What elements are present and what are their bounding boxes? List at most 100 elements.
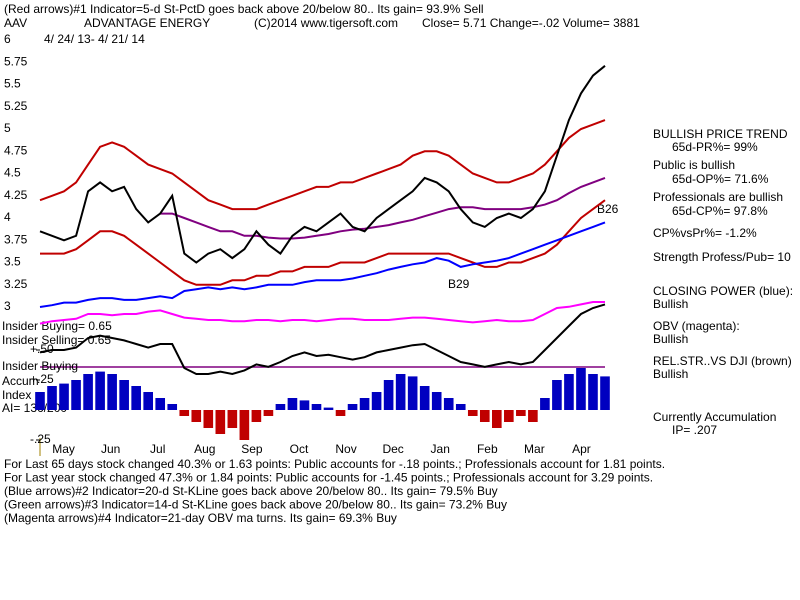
status-text: Bullish	[653, 367, 688, 381]
series-line	[39, 301, 605, 325]
accum-bar	[59, 383, 69, 410]
accum-bar	[431, 392, 442, 410]
accum-bar	[371, 392, 382, 410]
x-tick-label: Jun	[101, 442, 120, 456]
accum-bar	[179, 410, 190, 416]
annotation: B29	[448, 277, 470, 291]
footer-line: (Blue arrows)#2 Indicator=20-d St-KLine …	[4, 484, 498, 498]
accum-bar	[347, 404, 358, 410]
footer-line: For Last 65 days stock changed 40.3% or …	[4, 457, 665, 471]
accum-bar	[239, 410, 250, 440]
status-text: 65d-OP%= 71.6%	[672, 172, 769, 186]
indicator-label: AI= 136/200	[2, 401, 67, 415]
series-line	[40, 199, 606, 286]
y2-tick-label: +.25	[30, 372, 54, 386]
y-tick-label: 4.5	[4, 166, 21, 180]
x-tick-label: Feb	[477, 442, 498, 456]
y-tick-label: 3.5	[4, 255, 21, 269]
accum-bar	[203, 410, 214, 428]
status-text: REL.STR..VS DJI (brown)	[653, 354, 792, 368]
status-text: IP= .207	[672, 423, 717, 437]
x-tick-label: Apr	[572, 442, 591, 456]
status-text: Strength Profess/Pub= 10	[653, 250, 791, 264]
accum-bar	[576, 368, 586, 410]
annotation: B26	[597, 202, 619, 216]
accum-bar	[227, 410, 238, 428]
accum-bar	[275, 404, 286, 410]
x-tick-label: Jul	[150, 442, 165, 456]
x-tick-label: Aug	[194, 442, 215, 456]
accum-bar	[311, 404, 322, 410]
accum-bar	[287, 398, 298, 410]
x-tick-label: Mar	[524, 442, 545, 456]
accum-bar	[143, 392, 153, 410]
accum-bar	[504, 410, 514, 422]
accum-bar	[263, 410, 274, 416]
accum-bar	[407, 376, 418, 410]
series-line	[160, 176, 606, 240]
chart-title: ADVANTAGE ENERGY	[84, 16, 210, 30]
ticker: AAV	[4, 16, 27, 30]
accum-bar	[251, 410, 262, 422]
accum-bar	[479, 410, 490, 422]
footer-line: For Last year stock changed 47.3% or 1.8…	[4, 471, 653, 485]
accum-bar	[419, 386, 430, 410]
accum-bar	[588, 374, 598, 410]
indicator-label: Index	[2, 388, 31, 402]
accum-bar	[467, 410, 478, 416]
status-text: Professionals are bullish	[653, 190, 783, 204]
series-line	[39, 303, 606, 376]
date-range: 4/ 24/ 13- 4/ 21/ 14	[44, 32, 145, 46]
x-tick-label: Oct	[290, 442, 309, 456]
status-text: Bullish	[653, 332, 688, 346]
accum-bar	[540, 398, 550, 410]
footer-line: (Green arrows)#3 Indicator=14-d St-KLine…	[4, 498, 507, 512]
status-text: Currently Accumulation	[653, 410, 776, 424]
accum-bar	[383, 380, 394, 410]
indicator-label: Insider Buying= 0.65	[2, 319, 112, 333]
x-tick-label: Dec	[382, 442, 403, 456]
status-text: 65d-PR%= 99%	[672, 140, 758, 154]
series-line	[39, 119, 606, 211]
indicator-label: Insider Selling= 0.65	[2, 333, 111, 347]
accum-bar	[83, 374, 93, 410]
series-line	[39, 221, 606, 308]
y-tick-label: 5.5	[4, 77, 21, 91]
accum-bar	[131, 386, 141, 410]
status-text: Bullish	[653, 297, 688, 311]
y-tick-label: 3.75	[4, 232, 28, 246]
indicator-label: Accum	[2, 374, 39, 388]
accum-bar	[95, 371, 105, 410]
accum-bar	[47, 386, 57, 410]
x-tick-label: Sep	[241, 442, 263, 456]
y-tick-label: 5.25	[4, 99, 28, 113]
accum-bar	[107, 374, 117, 410]
accum-bar	[167, 404, 178, 410]
accum-bar	[455, 404, 466, 410]
accum-bar	[155, 398, 166, 410]
accum-bar	[492, 410, 502, 428]
copyright: (C)2014 www.tigersoft.com	[254, 16, 398, 30]
x-tick-label: Jan	[431, 442, 450, 456]
footer-line: (Magenta arrows)#4 Indicator=21-day OBV …	[4, 511, 397, 525]
accum-bar	[299, 400, 310, 410]
accum-bar	[119, 380, 129, 410]
y2-tick-label: +.50	[30, 342, 54, 356]
accum-bar	[323, 407, 334, 410]
y-tick-label: 5	[4, 121, 11, 135]
accum-bar	[395, 374, 406, 410]
y-tick-label: 3	[4, 299, 11, 313]
accum-bar	[215, 410, 226, 434]
status-text: CLOSING POWER (blue):	[653, 284, 793, 298]
accum-bar	[516, 410, 526, 416]
accum-bar	[71, 380, 81, 410]
y-tick-label: 4	[4, 210, 11, 224]
accum-bar	[600, 376, 610, 410]
y-tick-label: 6	[4, 32, 11, 46]
accum-bar	[335, 410, 346, 416]
top-line: (Red arrows)#1 Indicator=5-d St-PctD goe…	[4, 2, 484, 16]
accum-bar	[564, 374, 574, 410]
y2-tick-label: -.25	[30, 432, 51, 446]
x-tick-label: Nov	[335, 442, 356, 456]
